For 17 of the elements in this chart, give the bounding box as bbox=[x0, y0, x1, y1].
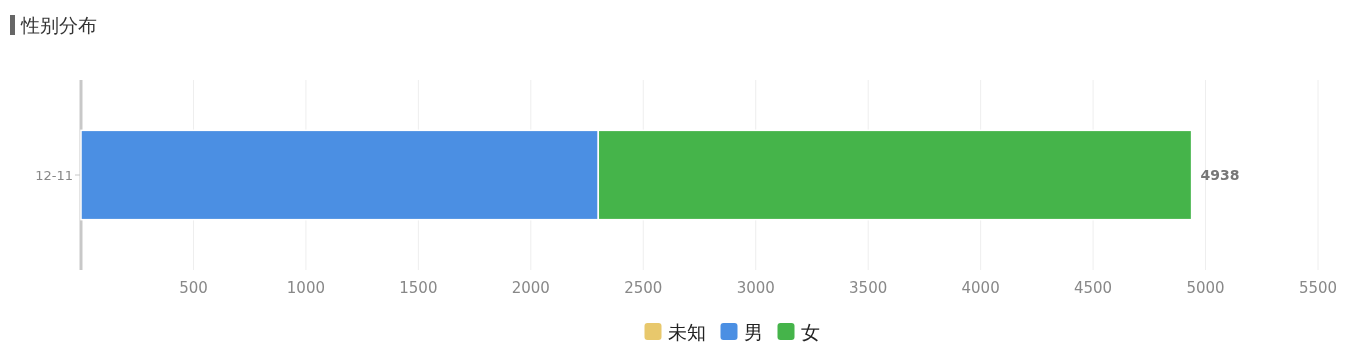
title: 性别分布 bbox=[21, 14, 97, 36]
x-tick-label: 5000 bbox=[1186, 279, 1225, 297]
x-tick-label: 5500 bbox=[1298, 279, 1338, 297]
x-tick-label: 4500 bbox=[1074, 279, 1113, 297]
legend-label: 女 bbox=[800, 321, 820, 343]
y-tick-label: 12-11 bbox=[35, 168, 73, 183]
x-tick-label: 1500 bbox=[399, 279, 438, 297]
x-tick-label: 500 bbox=[179, 279, 208, 297]
x-tick-label: 3000 bbox=[736, 279, 775, 297]
x-tick-label: 2000 bbox=[511, 279, 550, 297]
x-tick-label: 4000 bbox=[961, 279, 1000, 297]
legend-label: 男 bbox=[743, 321, 763, 343]
total-label: 4938 bbox=[1200, 167, 1240, 183]
legend-label: 未知 bbox=[667, 321, 706, 343]
x-tick-label: 2500 bbox=[624, 279, 663, 297]
x-tick-label: 3500 bbox=[849, 279, 888, 297]
x-tick-label: 1000 bbox=[286, 279, 325, 297]
